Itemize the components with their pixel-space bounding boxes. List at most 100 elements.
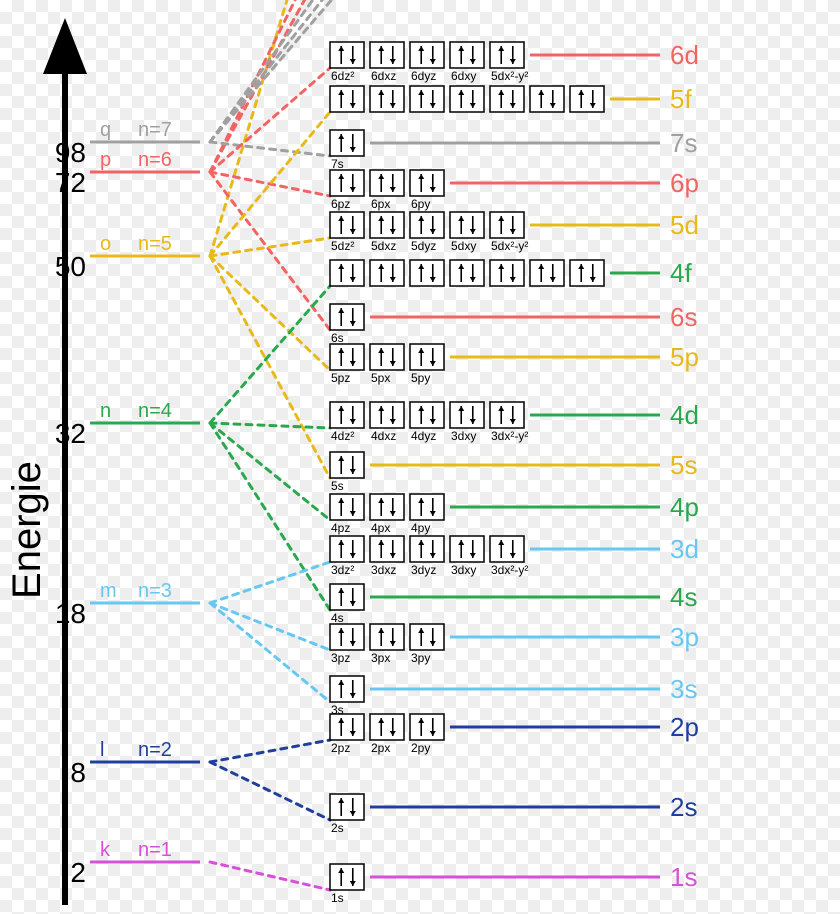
connector-2p [210, 740, 330, 762]
orbital-box [490, 536, 524, 562]
orbital-box [370, 170, 404, 196]
orbital-sub-label: 3px [371, 651, 390, 665]
orbital-box [330, 42, 364, 68]
orbital-sub-label: 3dxy [451, 563, 476, 577]
level-label-4p: 4p [670, 492, 699, 522]
orbital-sub-label: 2pz [331, 741, 350, 755]
orbital-sub-label: 6py [411, 197, 430, 211]
orbital-box [490, 42, 524, 68]
level-label-5d: 5d [670, 210, 699, 240]
orbital-box [450, 536, 484, 562]
orbital-box [330, 260, 364, 286]
orbital-sub-label: 4dxz [371, 429, 396, 443]
orbital-box [410, 624, 444, 650]
orbital-box [330, 714, 364, 740]
orbital-sub-label: 4s [331, 611, 344, 625]
orbital-box [570, 86, 604, 112]
level-label-5f: 5f [670, 84, 692, 114]
level-label-3s: 3s [670, 674, 697, 704]
orbital-box [410, 170, 444, 196]
connector-7s [210, 142, 330, 156]
shell-letter-n3: m [100, 580, 117, 602]
connector-4d [210, 423, 330, 428]
orbital-sub-label: 7s [331, 157, 344, 171]
orbital-box [410, 494, 444, 520]
orbital-box [410, 402, 444, 428]
connector-3s [210, 603, 330, 702]
shell-n-label-n2: n=2 [138, 739, 172, 761]
energy-level-diagram: Energiekn=12ln=28mn=318nn=432on=550pn=67… [0, 0, 840, 914]
orbital-sub-label: 3dxz [371, 563, 396, 577]
connector-5s [210, 256, 330, 478]
shell-n-label-n7: n=7 [138, 119, 172, 141]
shell-letter-n5: o [100, 233, 111, 255]
orbital-box [490, 86, 524, 112]
orbital-box [410, 344, 444, 370]
orbital-box [330, 304, 364, 330]
electron-count-n3: 18 [55, 598, 86, 629]
orbital-sub-label: 3dz² [331, 563, 354, 577]
orbital-box [530, 86, 564, 112]
electron-count-n4: 32 [55, 418, 86, 449]
shell-letter-n2: l [100, 739, 104, 761]
connector-5p [210, 256, 330, 370]
orbital-box [410, 714, 444, 740]
orbital-box [370, 402, 404, 428]
orbital-box [330, 584, 364, 610]
orbital-sub-label: 6px [371, 197, 390, 211]
orbital-sub-label: 3dxy [451, 429, 476, 443]
orbital-box [330, 676, 364, 702]
orbital-box [490, 212, 524, 238]
orbital-sub-label: 5dz² [331, 239, 354, 253]
orbital-sub-label: 3pz [331, 651, 350, 665]
electron-count-n7: 98 [55, 137, 86, 168]
level-label-7s: 7s [670, 128, 697, 158]
orbital-sub-label: 3s [331, 703, 344, 717]
orbital-box [330, 212, 364, 238]
orbital-box [330, 494, 364, 520]
orbital-box [450, 42, 484, 68]
orbital-box [370, 260, 404, 286]
level-label-2p: 2p [670, 712, 699, 742]
electron-count-n5: 50 [55, 251, 86, 282]
orbital-box [410, 86, 444, 112]
orbital-box [370, 86, 404, 112]
orbital-box [370, 536, 404, 562]
orbital-box [530, 260, 564, 286]
orbital-box [330, 536, 364, 562]
orbital-sub-label: 6dyz [411, 69, 436, 83]
connector-3d [210, 562, 330, 603]
orbital-box [330, 452, 364, 478]
connector-4p [210, 423, 330, 520]
shell-n-label-n5: n=5 [138, 233, 172, 255]
orbital-box [450, 86, 484, 112]
orbital-box [450, 402, 484, 428]
orbital-box [370, 494, 404, 520]
orbital-sub-label: 3dx²-y² [491, 429, 528, 443]
orbital-box [410, 42, 444, 68]
orbital-sub-label: 6pz [331, 197, 350, 211]
orbital-box [330, 402, 364, 428]
level-label-3d: 3d [670, 534, 699, 564]
shell-n-label-n1: n=1 [138, 839, 172, 861]
orbital-box [570, 260, 604, 286]
level-label-1s: 1s [670, 862, 697, 892]
orbital-sub-label: 4py [411, 521, 430, 535]
orbital-sub-label: 4pz [331, 521, 350, 535]
energy-axis-arrowhead [43, 18, 87, 74]
level-label-4f: 4f [670, 258, 692, 288]
level-label-2s: 2s [670, 792, 697, 822]
orbital-sub-label: 3dyz [411, 563, 436, 577]
orbital-sub-label: 2py [411, 741, 430, 755]
axis-label: Energie [5, 461, 49, 599]
shell-n-label-n6: n=6 [138, 149, 172, 171]
orbital-box [370, 624, 404, 650]
orbital-box [330, 130, 364, 156]
electron-count-n1: 2 [70, 857, 86, 888]
level-label-3p: 3p [670, 622, 699, 652]
orbital-box [410, 212, 444, 238]
orbital-sub-label: 5s [331, 479, 344, 493]
orbital-box [370, 714, 404, 740]
orbital-box [410, 536, 444, 562]
orbital-sub-label: 6dxy [451, 69, 476, 83]
